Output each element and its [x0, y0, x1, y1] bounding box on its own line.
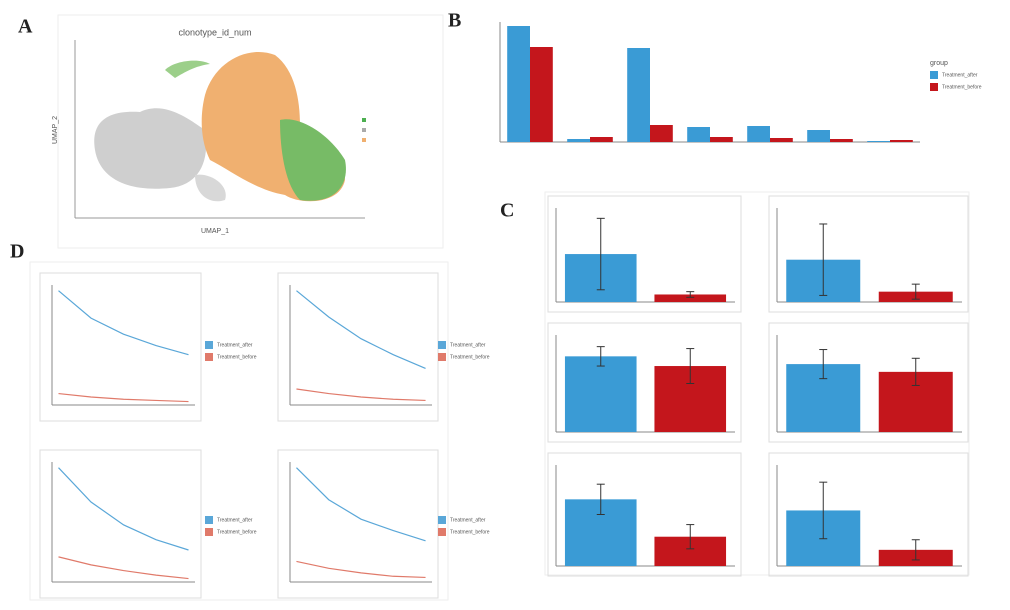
panel-label: C [500, 200, 514, 222]
line [58, 290, 189, 356]
legend-key [205, 528, 213, 536]
bar [530, 47, 553, 142]
umap-legend-key [362, 118, 366, 122]
bar [654, 294, 727, 302]
bar [807, 130, 830, 142]
legend-key [438, 528, 446, 536]
plot-frame [547, 452, 742, 577]
bar [830, 139, 853, 142]
line [58, 556, 189, 580]
plot-frame [768, 322, 969, 443]
umap-cluster [165, 60, 210, 78]
plot-frame [768, 452, 969, 577]
bar [650, 125, 673, 142]
legend-key [930, 71, 938, 79]
plot-frame [39, 272, 202, 422]
legend-label: Treatment_after [450, 517, 486, 523]
bar [747, 126, 770, 142]
plot-frame [39, 449, 202, 599]
legend-label: Treatment_before [450, 354, 490, 360]
bar [567, 139, 590, 142]
panel-label: D [10, 241, 24, 263]
bar [710, 137, 733, 142]
plot-frame [547, 322, 742, 443]
legend-label: Treatment_after [942, 72, 978, 78]
legend-label: Treatment_before [942, 84, 982, 90]
legend-key [438, 516, 446, 524]
bar [867, 141, 890, 142]
plot-frame [547, 195, 742, 313]
line [296, 388, 426, 402]
legend-key [205, 353, 213, 361]
panel-label: A [18, 16, 33, 38]
legend-key [930, 83, 938, 91]
legend-label: Treatment_before [217, 354, 257, 360]
bar [770, 138, 793, 142]
panel-label: B [448, 10, 461, 32]
legend-label: Treatment_after [450, 342, 486, 348]
legend-title: group [930, 60, 948, 67]
bar [687, 127, 710, 142]
bar [507, 26, 530, 142]
umap-cluster [280, 119, 346, 201]
bar [590, 137, 613, 142]
plot-frame [768, 195, 969, 313]
line [296, 467, 426, 542]
line [296, 290, 426, 369]
bar [627, 48, 650, 142]
umap-cluster [94, 108, 207, 189]
legend-key [438, 341, 446, 349]
legend-key [205, 516, 213, 524]
umap-cluster [195, 174, 226, 202]
legend-label: Treatment_after [217, 342, 253, 348]
line [58, 392, 189, 403]
umap-legend-key [362, 128, 366, 132]
legend-key [205, 341, 213, 349]
bar [564, 356, 637, 432]
legend-label: Treatment_before [217, 529, 257, 535]
legend-label: Treatment_before [450, 529, 490, 535]
panel-d-frame [29, 261, 449, 601]
umap-x-label: UMAP_1 [201, 228, 229, 235]
bar [890, 140, 913, 142]
legend-label: Treatment_after [217, 517, 253, 523]
umap-y-label: UMAP_2 [52, 116, 59, 144]
legend-key [438, 353, 446, 361]
umap-legend-key [362, 138, 366, 142]
umap-title: clonotype_id_num [178, 27, 251, 37]
line [58, 467, 189, 551]
line [296, 560, 426, 579]
